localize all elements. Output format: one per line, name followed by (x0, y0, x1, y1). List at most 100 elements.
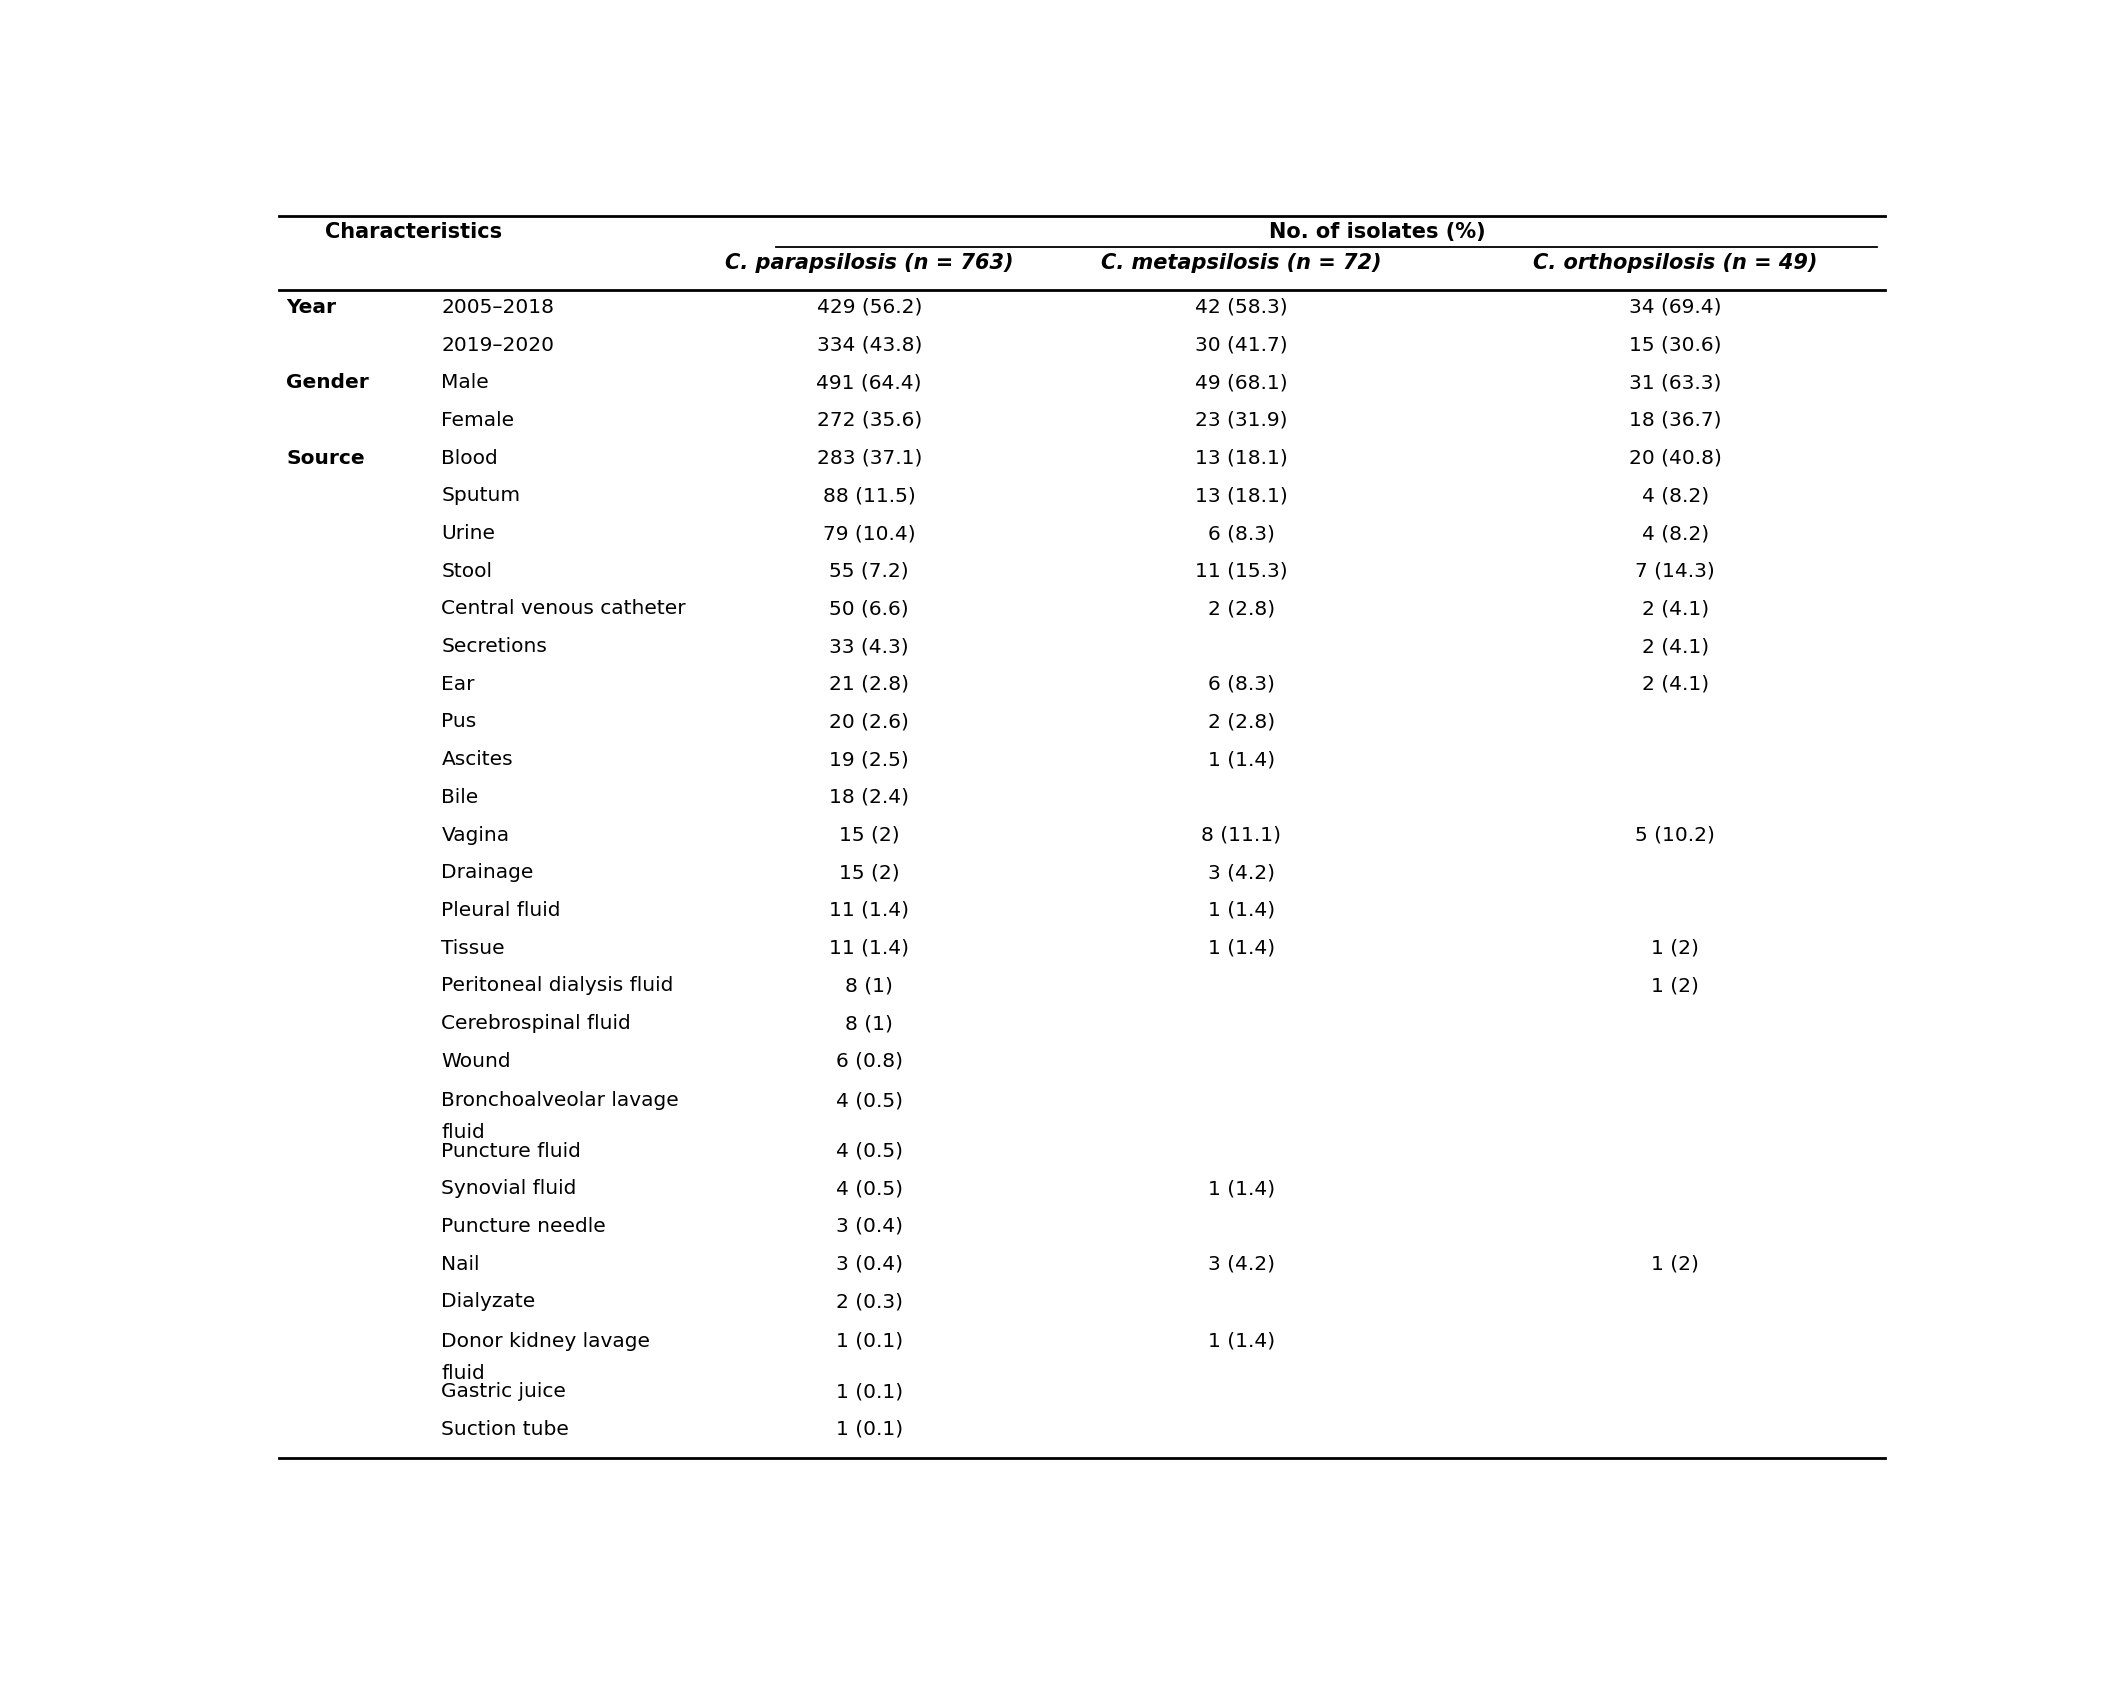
Text: Central venous catheter: Central venous catheter (441, 599, 686, 619)
Text: Puncture needle: Puncture needle (441, 1216, 606, 1237)
Text: 2019–2020: 2019–2020 (441, 336, 555, 354)
Text: 3 (0.4): 3 (0.4) (837, 1255, 902, 1274)
Text: C. metapsilosis (n = 72): C. metapsilosis (n = 72) (1101, 253, 1381, 273)
Text: Sputum: Sputum (441, 486, 521, 506)
Text: 2 (0.3): 2 (0.3) (837, 1292, 902, 1311)
Text: 1 (2): 1 (2) (1652, 1255, 1699, 1274)
Text: Vagina: Vagina (441, 825, 510, 845)
Text: 18 (36.7): 18 (36.7) (1629, 412, 1722, 430)
Text: 34 (69.4): 34 (69.4) (1629, 299, 1722, 317)
Text: 2 (2.8): 2 (2.8) (1207, 599, 1275, 619)
Text: 55 (7.2): 55 (7.2) (830, 562, 909, 580)
Text: 429 (56.2): 429 (56.2) (818, 299, 921, 317)
Text: 42 (58.3): 42 (58.3) (1195, 299, 1288, 317)
Text: Ear: Ear (441, 675, 474, 693)
Text: 30 (41.7): 30 (41.7) (1195, 336, 1288, 354)
Text: Characteristics: Characteristics (326, 223, 502, 243)
Text: Secretions: Secretions (441, 638, 546, 656)
Text: Puncture fluid: Puncture fluid (441, 1142, 580, 1161)
Text: 21 (2.8): 21 (2.8) (830, 675, 909, 693)
Text: 4 (8.2): 4 (8.2) (1641, 486, 1709, 506)
Text: Suction tube: Suction tube (441, 1420, 570, 1439)
Text: 50 (6.6): 50 (6.6) (830, 599, 909, 619)
Text: 1 (2): 1 (2) (1652, 938, 1699, 958)
Text: Cerebrospinal fluid: Cerebrospinal fluid (441, 1014, 631, 1032)
Text: 5 (10.2): 5 (10.2) (1635, 825, 1716, 845)
Text: 20 (2.6): 20 (2.6) (830, 712, 909, 732)
Text: Tissue: Tissue (441, 938, 504, 958)
Text: 19 (2.5): 19 (2.5) (830, 751, 909, 769)
Text: Drainage: Drainage (441, 864, 534, 882)
Text: 1 (0.1): 1 (0.1) (837, 1331, 902, 1351)
Text: 2 (4.1): 2 (4.1) (1641, 599, 1709, 619)
Text: Blood: Blood (441, 449, 498, 467)
Text: Donor kidney lavage: Donor kidney lavage (441, 1331, 650, 1351)
Text: 88 (11.5): 88 (11.5) (824, 486, 915, 506)
Text: 4 (0.5): 4 (0.5) (837, 1179, 902, 1198)
Text: 2 (4.1): 2 (4.1) (1641, 638, 1709, 656)
Text: fluid: fluid (441, 1363, 485, 1383)
Text: Female: Female (441, 412, 515, 430)
Text: 8 (1): 8 (1) (845, 977, 894, 995)
Text: Male: Male (441, 373, 489, 391)
Text: 15 (2): 15 (2) (839, 825, 900, 845)
Text: Synovial fluid: Synovial fluid (441, 1179, 576, 1198)
Text: 1 (1.4): 1 (1.4) (1207, 1179, 1275, 1198)
Text: 8 (1): 8 (1) (845, 1014, 894, 1032)
Text: 2005–2018: 2005–2018 (441, 299, 555, 317)
Text: 2 (2.8): 2 (2.8) (1207, 712, 1275, 732)
Text: 7 (14.3): 7 (14.3) (1635, 562, 1716, 580)
Text: 4 (8.2): 4 (8.2) (1641, 525, 1709, 543)
Text: Source: Source (286, 449, 364, 467)
Text: 4 (0.5): 4 (0.5) (837, 1142, 902, 1161)
Text: Bile: Bile (441, 788, 479, 806)
Text: 31 (63.3): 31 (63.3) (1629, 373, 1722, 391)
Text: 334 (43.8): 334 (43.8) (818, 336, 921, 354)
Text: Wound: Wound (441, 1051, 510, 1071)
Text: 1 (1.4): 1 (1.4) (1207, 751, 1275, 769)
Text: 3 (0.4): 3 (0.4) (837, 1216, 902, 1237)
Text: 1 (2): 1 (2) (1652, 977, 1699, 995)
Text: 8 (11.1): 8 (11.1) (1201, 825, 1281, 845)
Text: 3 (4.2): 3 (4.2) (1207, 1255, 1275, 1274)
Text: 11 (1.4): 11 (1.4) (830, 938, 909, 958)
Text: 20 (40.8): 20 (40.8) (1629, 449, 1722, 467)
Text: fluid: fluid (441, 1124, 485, 1142)
Text: 13 (18.1): 13 (18.1) (1195, 486, 1288, 506)
Text: Nail: Nail (441, 1255, 481, 1274)
Text: 6 (8.3): 6 (8.3) (1207, 525, 1275, 543)
Text: 491 (64.4): 491 (64.4) (818, 373, 921, 391)
Text: Peritoneal dialysis fluid: Peritoneal dialysis fluid (441, 977, 674, 995)
Text: C. parapsilosis (n = 763): C. parapsilosis (n = 763) (724, 253, 1015, 273)
Text: 79 (10.4): 79 (10.4) (824, 525, 915, 543)
Text: 272 (35.6): 272 (35.6) (818, 412, 921, 430)
Text: 49 (68.1): 49 (68.1) (1195, 373, 1288, 391)
Text: Ascites: Ascites (441, 751, 513, 769)
Text: Pleural fluid: Pleural fluid (441, 901, 561, 919)
Text: 1 (0.1): 1 (0.1) (837, 1382, 902, 1400)
Text: 283 (37.1): 283 (37.1) (818, 449, 921, 467)
Text: 4 (0.5): 4 (0.5) (837, 1091, 902, 1110)
Text: 1 (1.4): 1 (1.4) (1207, 938, 1275, 958)
Text: 3 (4.2): 3 (4.2) (1207, 864, 1275, 882)
Text: 1 (1.4): 1 (1.4) (1207, 1331, 1275, 1351)
Text: 13 (18.1): 13 (18.1) (1195, 449, 1288, 467)
Text: 1 (1.4): 1 (1.4) (1207, 901, 1275, 919)
Text: 11 (1.4): 11 (1.4) (830, 901, 909, 919)
Text: 15 (2): 15 (2) (839, 864, 900, 882)
Text: Pus: Pus (441, 712, 477, 732)
Text: Stool: Stool (441, 562, 493, 580)
Text: C. orthopsilosis (n = 49): C. orthopsilosis (n = 49) (1533, 253, 1817, 273)
Text: Gastric juice: Gastric juice (441, 1382, 566, 1400)
Text: 6 (0.8): 6 (0.8) (837, 1051, 902, 1071)
Text: No. of isolates (%): No. of isolates (%) (1269, 223, 1485, 243)
Text: 33 (4.3): 33 (4.3) (830, 638, 909, 656)
Text: 6 (8.3): 6 (8.3) (1207, 675, 1275, 693)
Text: 15 (30.6): 15 (30.6) (1629, 336, 1722, 354)
Text: Dialyzate: Dialyzate (441, 1292, 536, 1311)
Text: 11 (15.3): 11 (15.3) (1195, 562, 1288, 580)
Text: Urine: Urine (441, 525, 496, 543)
Text: 23 (31.9): 23 (31.9) (1195, 412, 1288, 430)
Text: 18 (2.4): 18 (2.4) (830, 788, 909, 806)
Text: 2 (4.1): 2 (4.1) (1641, 675, 1709, 693)
